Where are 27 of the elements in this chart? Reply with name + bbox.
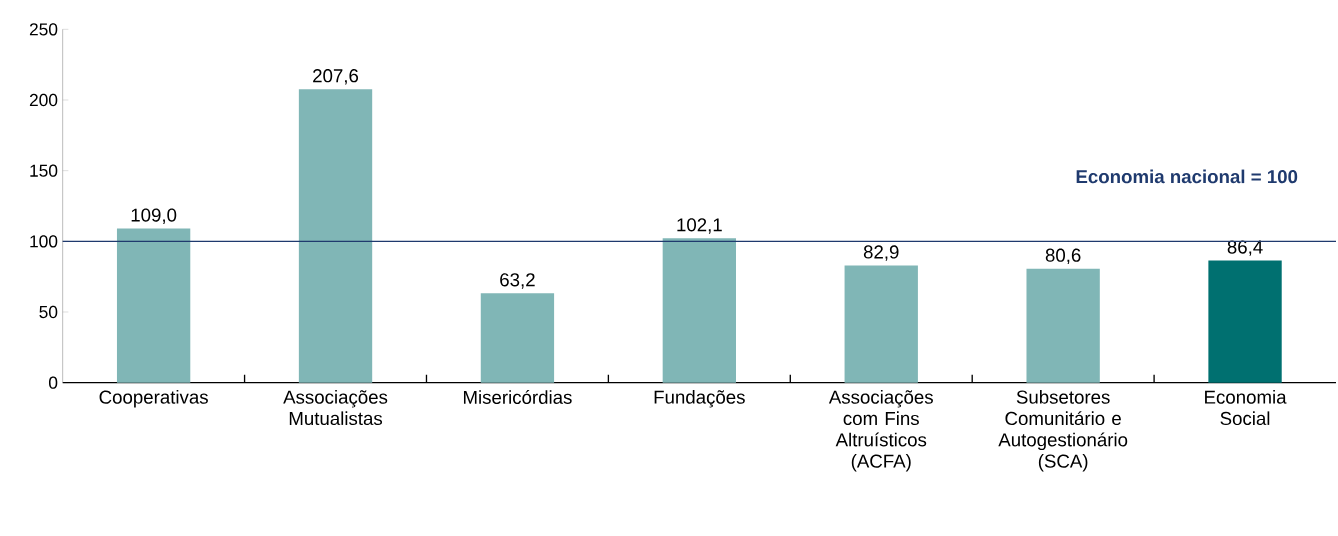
bar	[116, 228, 191, 383]
x-tick-label: Economia Social	[1205, 390, 1287, 426]
data-label: 80,6	[1045, 248, 1081, 265]
x-tick-label: Cooperativas	[99, 390, 208, 408]
bar	[1208, 260, 1282, 383]
data-label: 102,1	[677, 218, 722, 234]
y-tick-label: 0	[48, 376, 58, 389]
bar	[1026, 268, 1100, 383]
bar	[298, 89, 373, 383]
x-tick-label: Associações Mutualistas	[283, 390, 388, 426]
data-label: 109,0	[131, 208, 177, 224]
x-tick-label: Fundações	[654, 390, 745, 408]
y-tick-label: 50	[39, 305, 58, 319]
data-label: 82,9	[863, 245, 899, 261]
x-tick-label: Misericórdias	[463, 390, 572, 404]
bar	[480, 293, 555, 383]
y-tick-label: 150	[30, 164, 58, 177]
y-tick-label: 100	[30, 235, 58, 248]
y-tick-label: 250	[29, 23, 58, 36]
bar	[844, 265, 918, 383]
data-label: 207,6	[313, 69, 359, 85]
y-tick-label: 200	[29, 93, 58, 107]
ref-line-label: Economia nacional = 100	[1076, 169, 1298, 184]
x-tick-label: Subsetores Comunitário e Autogestionário (SCA)	[998, 390, 1128, 472]
bar	[662, 238, 736, 383]
x-tick-label: Associações com Fins Altruísticos (ACFA)	[828, 390, 933, 472]
data-label: 63,2	[500, 273, 535, 289]
